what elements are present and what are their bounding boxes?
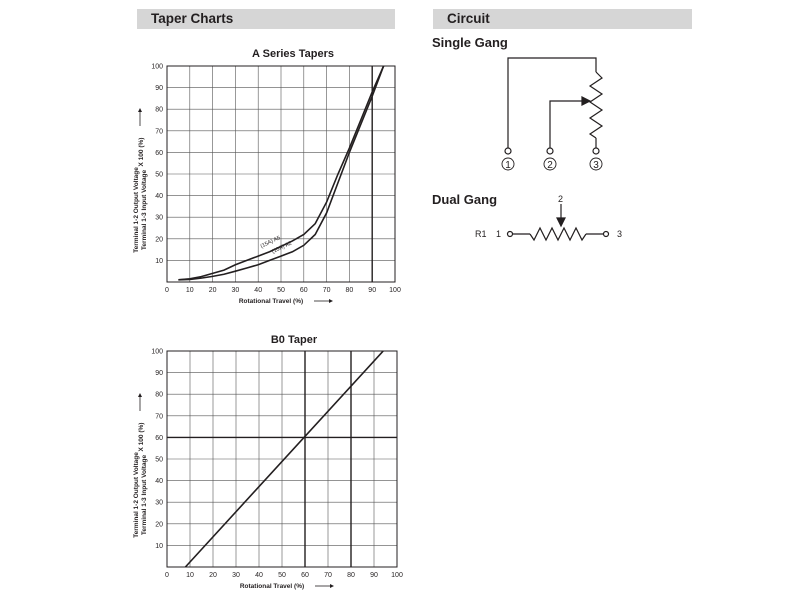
terminal-2-node bbox=[546, 147, 554, 155]
x-tick-label: 0 bbox=[165, 572, 169, 579]
x-tick-label: 40 bbox=[255, 572, 263, 579]
y-axis-label-line2: Terminal 1-3 Input Voltage bbox=[141, 169, 148, 250]
terminal-1-badge bbox=[501, 157, 515, 171]
terminal-3-node bbox=[592, 147, 600, 155]
x-axis-label: Rotational Travel (%) bbox=[240, 583, 304, 590]
x-tick-label: 90 bbox=[370, 572, 378, 579]
dual-terminal-right-node bbox=[602, 230, 610, 238]
y-tick-label: 60 bbox=[155, 435, 163, 442]
terminal-1-node bbox=[504, 147, 512, 155]
y-axis-arrow-head bbox=[138, 393, 142, 397]
series-line bbox=[184, 350, 384, 568]
x-tick-label: 60 bbox=[301, 572, 309, 579]
terminal-1-label: 1 bbox=[505, 160, 511, 171]
x-tick-label: 30 bbox=[232, 572, 240, 579]
single-gang-schematic bbox=[501, 57, 604, 171]
x-axis-arrow-head bbox=[329, 299, 333, 303]
terminal-2-badge bbox=[543, 157, 557, 171]
x-tick-label: 70 bbox=[324, 572, 332, 579]
chart-title: B0 Taper bbox=[271, 334, 318, 346]
terminal-2-label: 2 bbox=[547, 160, 553, 171]
x-tick-label: 90 bbox=[368, 287, 376, 294]
wiper-arrow bbox=[581, 96, 592, 106]
x-tick-label: 20 bbox=[209, 572, 217, 579]
y-tick-label: 30 bbox=[155, 215, 163, 222]
x-tick-label: 80 bbox=[346, 287, 354, 294]
y-tick-label: 70 bbox=[155, 128, 163, 135]
y-tick-label: 90 bbox=[155, 85, 163, 92]
plot-frame bbox=[166, 65, 396, 283]
dual-resistor-zigzag bbox=[529, 226, 587, 242]
x-axis-arrow-head bbox=[330, 584, 334, 588]
series-line bbox=[178, 65, 385, 281]
dual-terminal-right-label: 3 bbox=[617, 229, 622, 239]
y-axis-arrow-head bbox=[138, 108, 142, 112]
y-tick-label: 70 bbox=[155, 413, 163, 420]
y-axis-label-line1: Terminal 1-2 Output Voltage bbox=[133, 167, 140, 253]
wire-terminal-2 bbox=[549, 100, 583, 148]
y-tick-label: 40 bbox=[155, 193, 163, 200]
dual-terminal-left-node bbox=[506, 230, 514, 238]
y-tick-label: 50 bbox=[155, 172, 163, 179]
x-tick-label: 100 bbox=[389, 287, 401, 294]
dual-gang-schematic bbox=[506, 204, 610, 242]
dual-terminal-wiper-label: 2 bbox=[558, 194, 563, 204]
terminal-3-label: 3 bbox=[593, 160, 599, 171]
dual-terminal-left-label: 1 bbox=[496, 229, 501, 239]
x-tick-label: 100 bbox=[391, 572, 403, 579]
y-axis-label-line2: Terminal 1-3 Input Voltage bbox=[141, 454, 148, 535]
y-tick-label: 10 bbox=[155, 258, 163, 265]
a-series-tapers-chart: 0 10 20 30 40 50 60 70 80 90 100 10 20 30 40 50 60 70 80 90… bbox=[133, 48, 401, 305]
plot-frame bbox=[166, 350, 398, 568]
single-gang-title: Single Gang bbox=[432, 35, 508, 50]
x-axis-label: Rotational Travel (%) bbox=[239, 298, 303, 305]
x-tick-label: 0 bbox=[165, 287, 169, 294]
x-tick-label: 70 bbox=[323, 287, 331, 294]
x-tick-label: 50 bbox=[277, 287, 285, 294]
y-tick-label: 30 bbox=[155, 500, 163, 507]
series-line bbox=[178, 65, 385, 281]
b0-taper-chart: 0 10 20 30 40 50 60 70 80 90 100 10 20 30 40 50 60 70 80 90… bbox=[133, 334, 403, 590]
x-tick-label: 60 bbox=[300, 287, 308, 294]
x-tick-label: 30 bbox=[232, 287, 240, 294]
resistor-zigzag bbox=[588, 71, 604, 139]
terminal-3-badge bbox=[589, 157, 603, 171]
dual-gang-r1-label: R1 bbox=[475, 229, 487, 239]
taper-charts-header: Taper Charts bbox=[137, 9, 395, 29]
y-axis-label-suffix: X 100 (%) bbox=[138, 423, 145, 452]
chart-title: A Series Tapers bbox=[252, 48, 334, 60]
x-tick-label: 50 bbox=[278, 572, 286, 579]
x-tick-label: 10 bbox=[186, 287, 194, 294]
x-tick-label: 40 bbox=[254, 287, 262, 294]
y-axis-label-suffix: X 100 (%) bbox=[138, 138, 145, 167]
dual-wiper-arrow bbox=[556, 217, 566, 228]
y-tick-label: 20 bbox=[155, 521, 163, 528]
y-tick-label: 100 bbox=[151, 64, 163, 71]
y-axis-label-line1: Terminal 1-2 Output Voltage bbox=[133, 452, 140, 538]
y-tick-label: 90 bbox=[155, 370, 163, 377]
y-tick-label: 80 bbox=[155, 107, 163, 114]
y-tick-label: 20 bbox=[155, 236, 163, 243]
x-tick-label: 80 bbox=[347, 572, 355, 579]
wire-terminal-1 bbox=[507, 57, 597, 148]
x-tick-label: 10 bbox=[186, 572, 194, 579]
dual-gang-title: Dual Gang bbox=[432, 192, 498, 207]
circuit-header: Circuit bbox=[433, 9, 692, 29]
y-tick-label: 60 bbox=[155, 150, 163, 157]
y-tick-label: 50 bbox=[155, 457, 163, 464]
y-tick-label: 10 bbox=[155, 543, 163, 550]
x-tick-label: 20 bbox=[209, 287, 217, 294]
y-tick-label: 40 bbox=[155, 478, 163, 485]
y-tick-label: 100 bbox=[151, 349, 163, 356]
y-tick-label: 80 bbox=[155, 392, 163, 399]
